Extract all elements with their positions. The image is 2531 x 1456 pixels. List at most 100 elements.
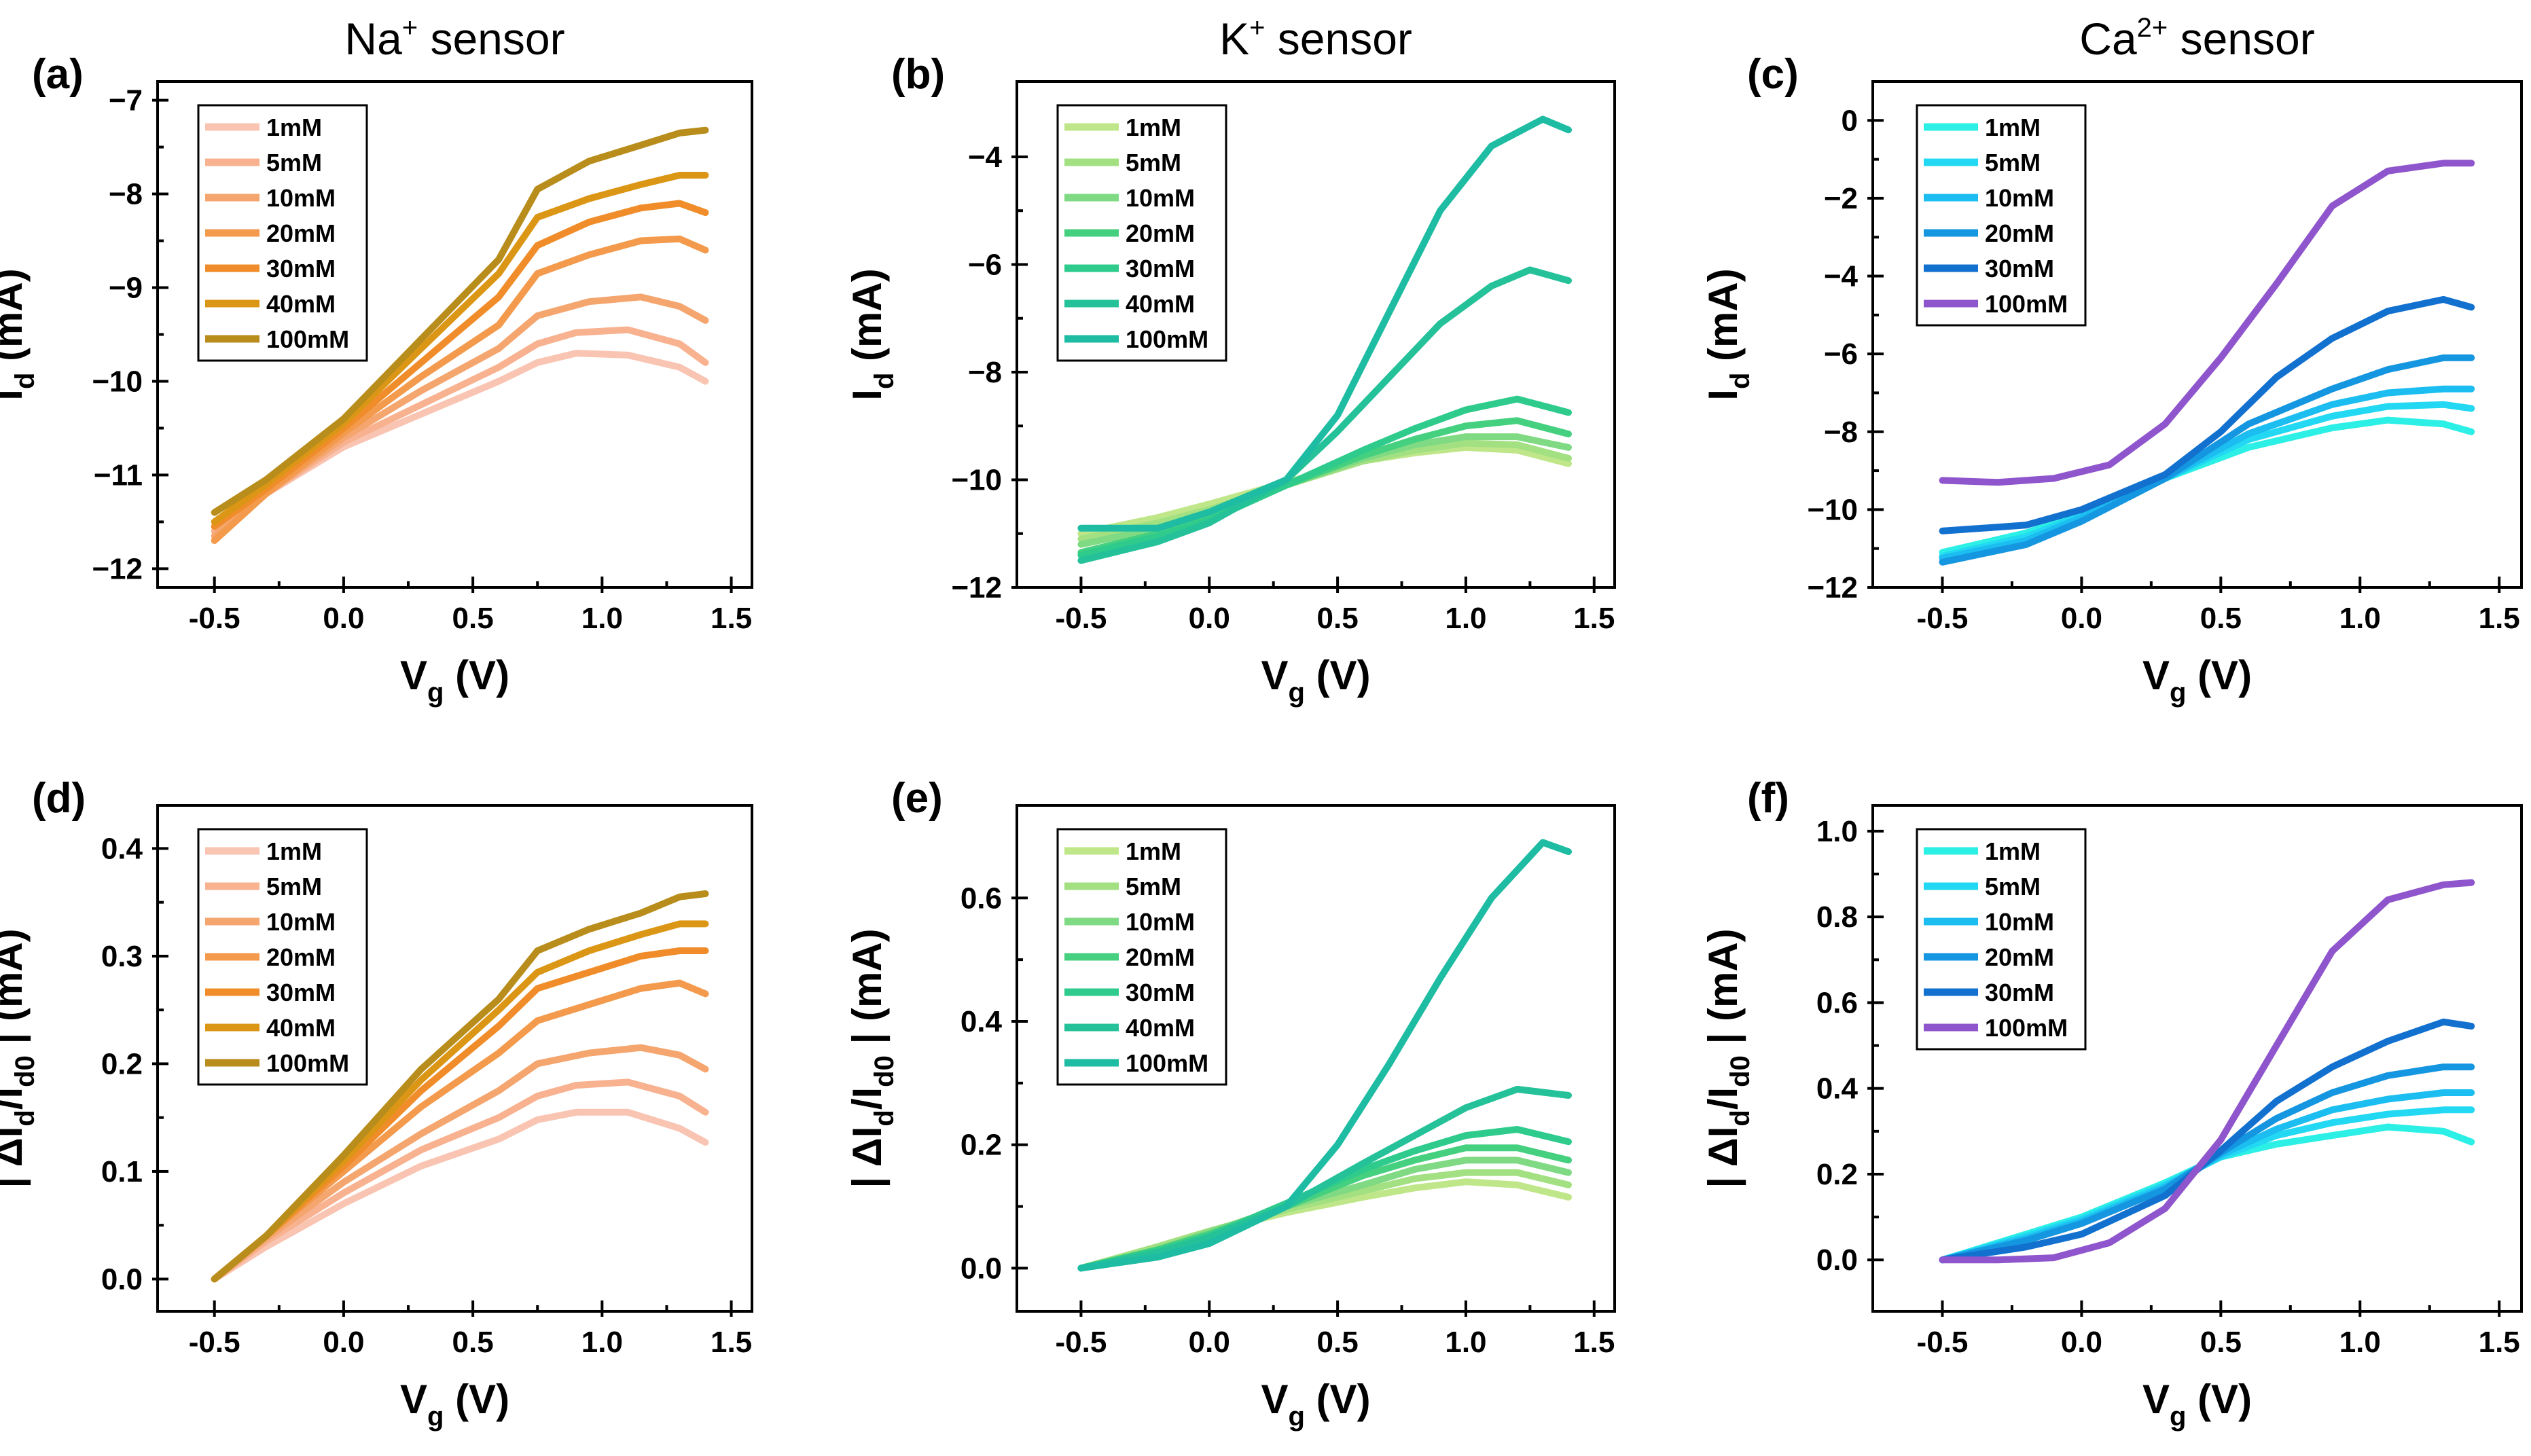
panel-label: (a) — [32, 51, 84, 98]
y-tick-label: −8 — [1824, 416, 1858, 449]
chart-panel-a: -0.5 0.0 0.5 1.0 1.5 −12 −11 −10 −9 −8 −7 Vg (V) Id … — [0, 13, 753, 708]
y-tick-label: 0.2 — [961, 1129, 1002, 1162]
chart-panel-e: -0.5 0.0 0.5 1.0 1.5 0.0 0.2 0.4 0.6 Vg (V) | ΔId/… — [844, 775, 1616, 1432]
legend-label: 1mM — [1985, 837, 2041, 865]
series-line-5mM — [211, 1078, 709, 1283]
x-tick-label: 1.5 — [2479, 602, 2520, 635]
x-axis-label: Vg (V) — [2142, 653, 2252, 708]
y-tick-label: 0.8 — [1816, 900, 1858, 934]
y-axis-label: Id (mA) — [1700, 268, 1755, 400]
y-tick-label: −12 — [951, 571, 1002, 604]
legend-box — [1916, 104, 2087, 327]
legend-label: 5mM — [1985, 873, 2041, 900]
plot-frame — [1016, 80, 1616, 589]
legend-label: 40mM — [1126, 290, 1195, 318]
y-tick-label: −9 — [109, 272, 143, 305]
panel-label: (f) — [1747, 775, 1789, 822]
y-tick-label: 0 — [1842, 104, 1858, 137]
series-line-40mM — [1077, 1085, 1572, 1272]
chart-panel-d: -0.5 0.0 0.5 1.0 1.5 0.0 0.1 0.2 0.3 0.4 Vg (V) | Δ… — [0, 775, 753, 1432]
series-line-30mM — [1939, 1018, 2475, 1264]
legend-label: 5mM — [1126, 873, 1181, 900]
x-tick-label: 1.0 — [1445, 602, 1486, 635]
panel-label: (d) — [32, 775, 86, 822]
legend-label: 1mM — [266, 837, 322, 865]
y-tick-label: −2 — [1824, 182, 1858, 215]
y-tick-label: −8 — [968, 356, 1002, 389]
y-tick-label: 0.2 — [101, 1047, 143, 1080]
x-tick-label: -0.5 — [1917, 1326, 1969, 1359]
legend-label: 5mM — [1126, 149, 1181, 177]
series-line-100mM — [1077, 115, 1572, 532]
y-axis-label: Id (mA) — [844, 268, 899, 400]
x-tick-label: 1.0 — [2339, 602, 2381, 635]
y-tick-label: 0.4 — [961, 1005, 1003, 1038]
series-line-30mM — [1939, 295, 2475, 534]
legend-label: 30mM — [266, 255, 336, 283]
series-line-1mM — [211, 350, 709, 530]
series-line-5mM — [1077, 439, 1572, 543]
y-tick-label: −7 — [109, 84, 143, 117]
x-tick-label: 0.0 — [2061, 602, 2102, 635]
y-tick-label: −6 — [1824, 338, 1858, 371]
y-tick-label: −11 — [94, 458, 143, 492]
series-line-100mM — [211, 890, 709, 1283]
x-tick-label: -0.5 — [1056, 1326, 1107, 1359]
y-axis-label: | ΔId/Id0 | (mA) — [844, 928, 899, 1188]
x-tick-label: 0.0 — [323, 1326, 364, 1359]
panel-label: (c) — [1747, 51, 1799, 98]
series-line-1mM — [211, 1108, 709, 1283]
series-line-100mM — [211, 126, 709, 516]
x-tick-label: 0.0 — [2061, 1326, 2102, 1359]
panel-label: (e) — [891, 775, 943, 822]
plot-frame — [156, 804, 753, 1313]
y-tick-label: 0.1 — [101, 1155, 143, 1188]
x-tick-label: 0.0 — [1189, 1326, 1230, 1359]
legend: 1mM 5mM 10mM 20mM 30mM 100mM — [1916, 104, 2087, 327]
legend: 1mM 5mM 10mM 20mM 30mM 40mM 100mM — [1056, 104, 1227, 362]
legend-label: 30mM — [1985, 255, 2054, 283]
legend-label: 100mM — [1985, 290, 2068, 318]
legend-label: 20mM — [1985, 943, 2054, 971]
x-tick-label: 1.5 — [711, 602, 752, 635]
y-tick-label: −10 — [92, 365, 143, 398]
legend-label: 100mM — [1126, 1049, 1208, 1077]
legend-label: 5mM — [266, 873, 322, 900]
legend-label: 1mM — [1126, 837, 1181, 865]
legend-label: 40mM — [266, 290, 336, 318]
y-tick-label: −4 — [1824, 260, 1859, 293]
chart-panel-b: -0.5 0.0 0.5 1.0 1.5 −12 −10 −8 −6 −4 Vg (V) Id (mA… — [844, 13, 1616, 708]
legend-label: 30mM — [1985, 979, 2054, 1006]
legend-label: 10mM — [1985, 908, 2054, 936]
x-tick-label: 1.0 — [2339, 1326, 2381, 1359]
x-tick-label: 0.5 — [452, 602, 494, 635]
panel-title: K+ sensor — [1219, 13, 1412, 64]
legend-label: 100mM — [1126, 325, 1208, 353]
y-tick-label: 0.0 — [101, 1262, 143, 1296]
legend-label: 100mM — [1985, 1014, 2068, 1042]
y-tick-label: 0.4 — [1816, 1072, 1859, 1106]
y-tick-label: −12 — [92, 552, 143, 585]
x-tick-label: -0.5 — [1056, 602, 1107, 635]
y-tick-label: −6 — [968, 248, 1002, 281]
chart-panel-f: -0.5 0.0 0.5 1.0 1.5 0.0 0.2 0.4 0.6 0.8 1.0 Vg (V)… — [1700, 775, 2523, 1432]
legend: 1mM 5mM 10mM 20mM 30mM 40mM 100mM — [1056, 828, 1227, 1086]
x-axis-label: Vg (V) — [2142, 1377, 2252, 1432]
series-line-40mM — [1077, 266, 1572, 564]
x-tick-label: 0.5 — [452, 1326, 494, 1359]
legend-label: 20mM — [266, 219, 336, 247]
y-tick-label: 0.0 — [1816, 1243, 1858, 1277]
y-tick-label: −10 — [951, 463, 1002, 496]
y-axis-label: | ΔId/Id0 | (mA) — [1700, 928, 1755, 1188]
y-tick-label: −4 — [968, 141, 1003, 174]
x-tick-label: 0.5 — [1317, 602, 1359, 635]
x-tick-label: 0.0 — [1189, 602, 1230, 635]
panel-title: Ca2+ sensor — [2079, 13, 2314, 64]
x-axis-label: Vg (V) — [1261, 1377, 1370, 1432]
legend-label: 20mM — [266, 943, 336, 971]
plot-frame — [1871, 804, 2523, 1313]
x-tick-label: -0.5 — [1917, 602, 1969, 635]
legend: 1mM 5mM 10mM 20mM 30mM 40mM 100mM — [197, 828, 368, 1086]
legend-label: 10mM — [1126, 908, 1195, 936]
legend-label: 100mM — [266, 325, 349, 353]
